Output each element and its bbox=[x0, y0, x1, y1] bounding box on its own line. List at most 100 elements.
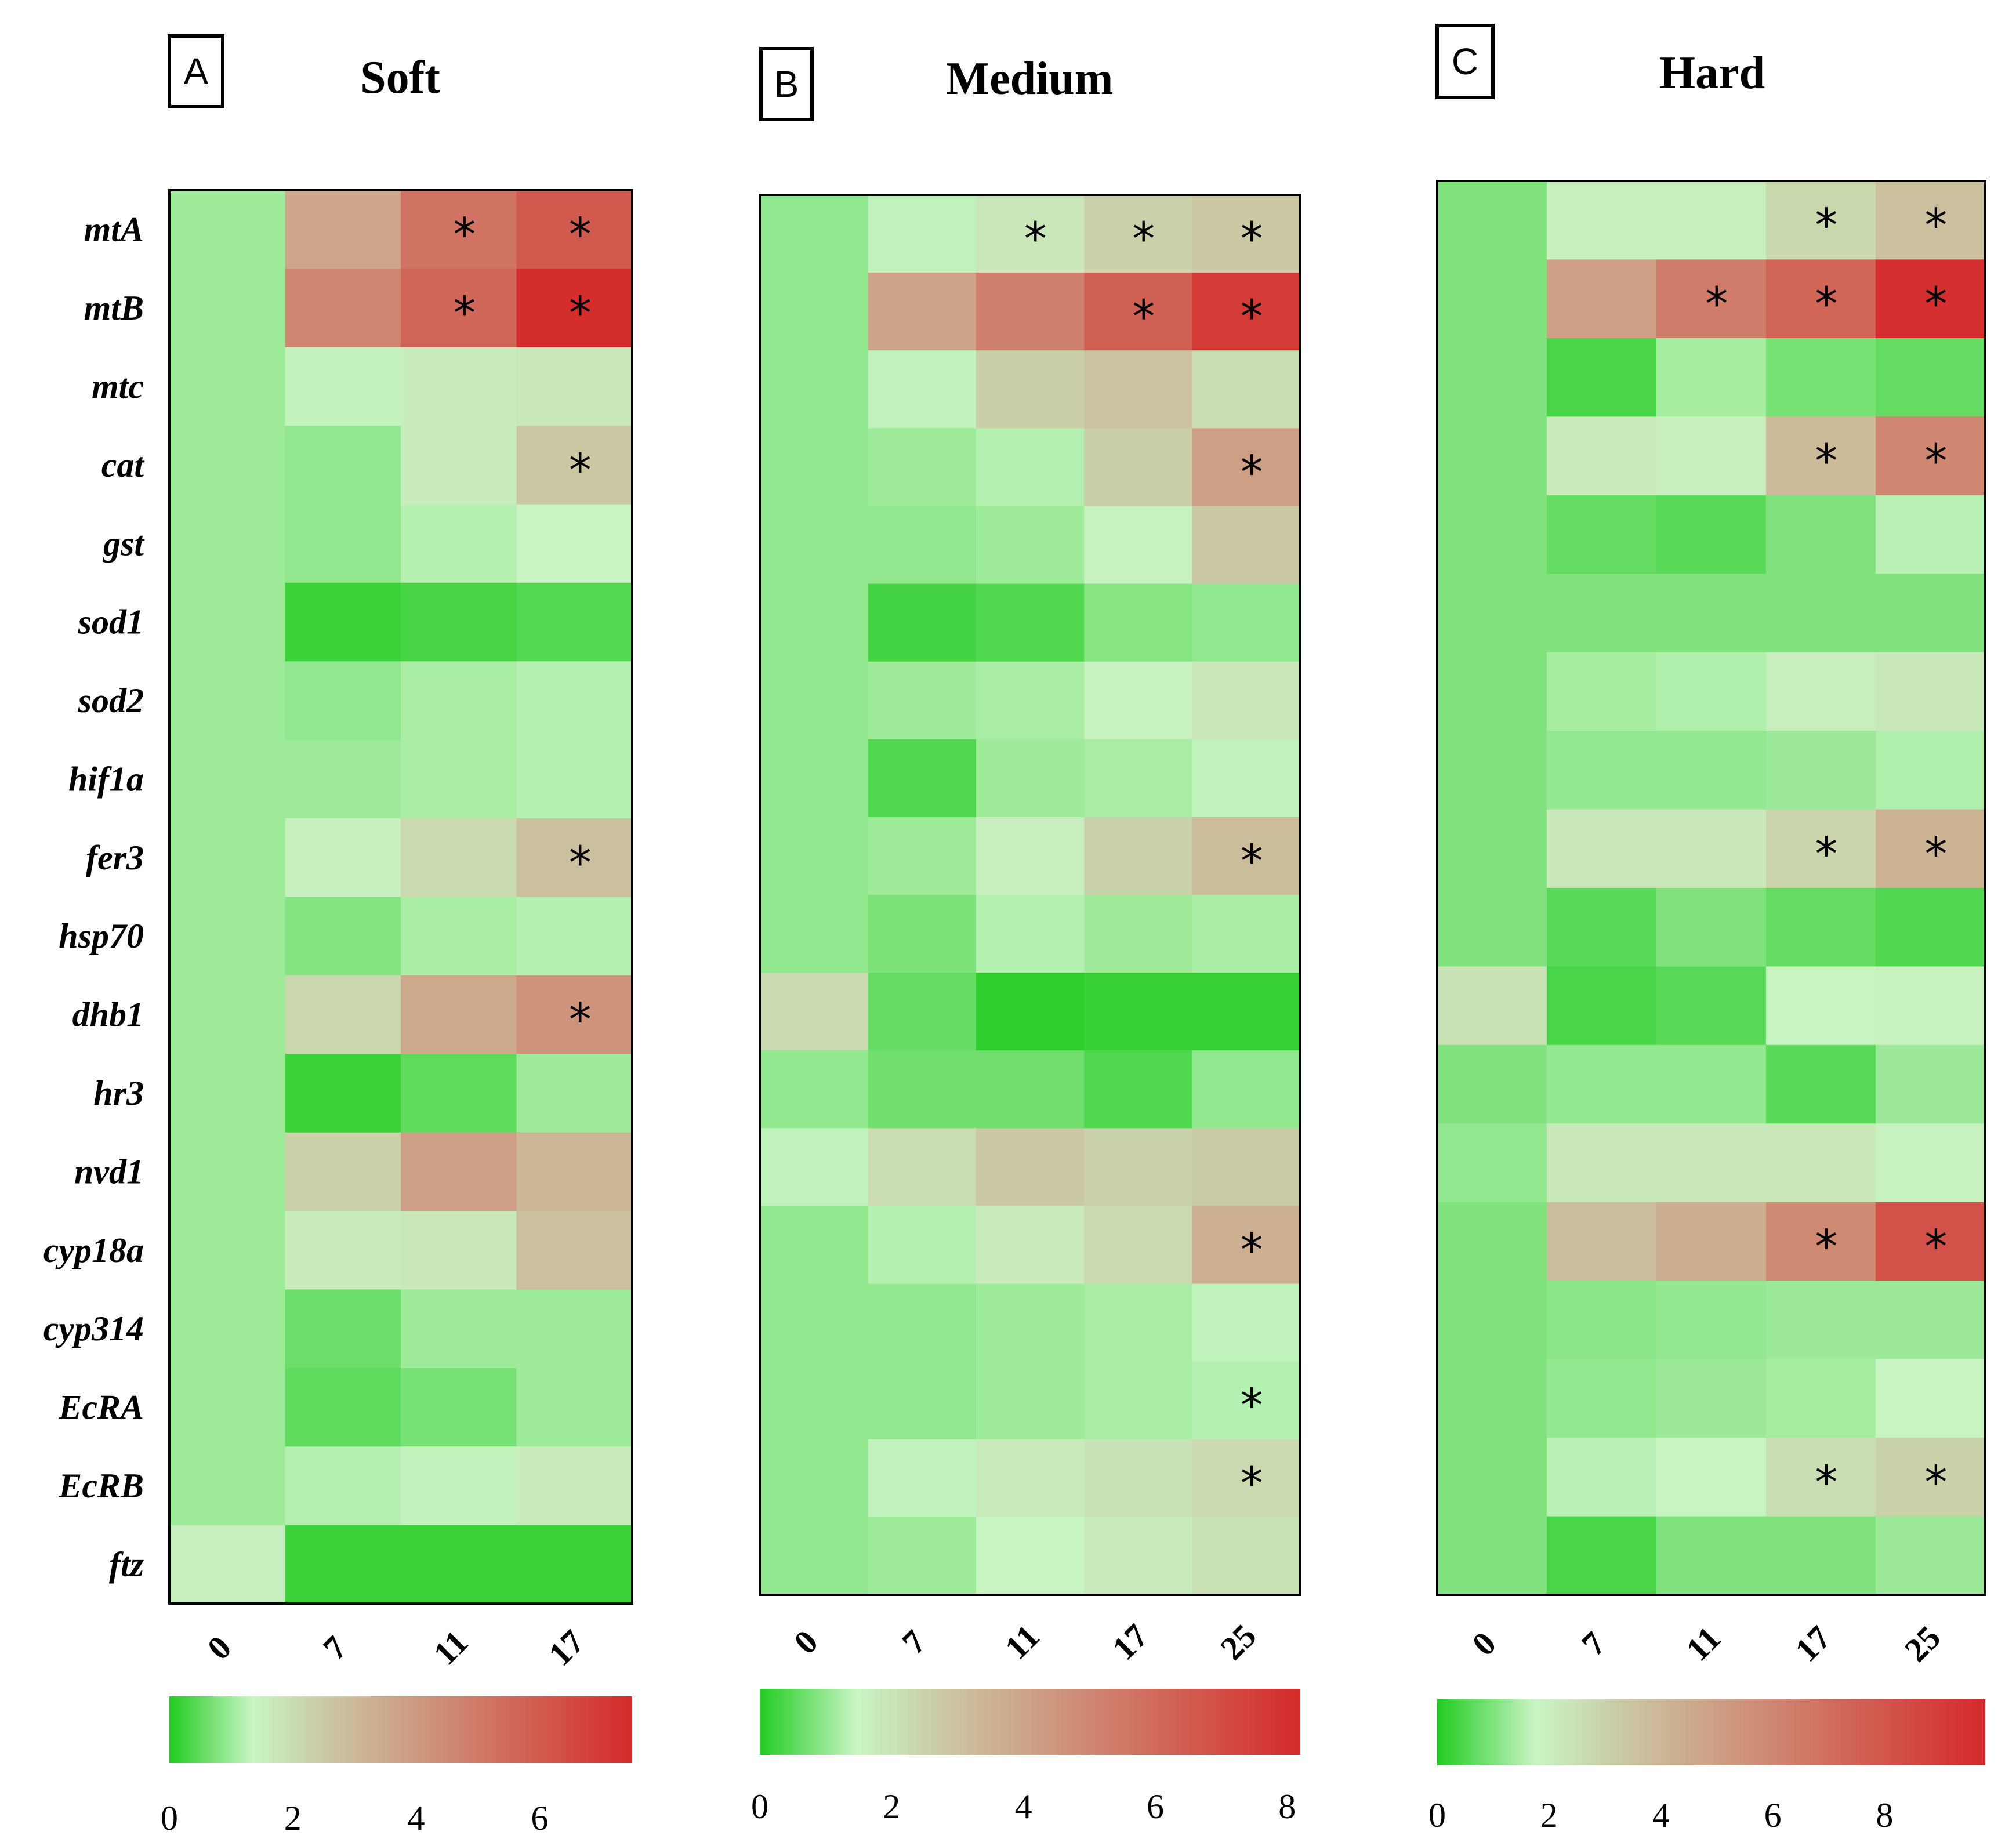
heatmap-cell bbox=[169, 897, 286, 976]
x-tick-label: 0 bbox=[1464, 1624, 1503, 1663]
heatmap-cell bbox=[1547, 1202, 1657, 1281]
heatmap-cell bbox=[1192, 1128, 1301, 1206]
heatmap-cell bbox=[1656, 1044, 1767, 1124]
heatmap-cell bbox=[1766, 809, 1876, 888]
heatmap-cell bbox=[1084, 1439, 1193, 1518]
heatmap-cell bbox=[1656, 495, 1767, 574]
heatmap-cell bbox=[760, 583, 868, 662]
heatmap-cell bbox=[169, 1211, 286, 1290]
heatmap-cell bbox=[401, 347, 517, 426]
heatmap-cell bbox=[1084, 817, 1193, 895]
significance-star: * bbox=[1241, 291, 1263, 343]
x-tick-label: 0 bbox=[786, 1623, 825, 1661]
heatmap-cell bbox=[169, 504, 286, 583]
heatmap-cell bbox=[401, 1446, 517, 1526]
heatmap-cell bbox=[1656, 181, 1767, 260]
heatmap-cell bbox=[401, 897, 517, 976]
heatmap-panel-hard: C Hard * * * * * * * * * * * * * 0 7 11 17 25 0 2 4 6 8 bbox=[1428, 24, 1986, 1834]
heatmap-cell bbox=[401, 1368, 517, 1447]
heatmap-cell bbox=[1084, 895, 1193, 973]
heatmap-cell bbox=[1766, 1438, 1876, 1517]
heatmap-cell bbox=[1876, 1516, 1986, 1595]
heatmap-cell bbox=[169, 1289, 286, 1369]
heatmap-cell bbox=[516, 190, 633, 269]
heatmap-cell bbox=[401, 190, 517, 269]
significance-star: * bbox=[1924, 200, 1947, 252]
heatmap-cell bbox=[1437, 181, 1547, 260]
gene-label-gst: gst bbox=[102, 524, 145, 563]
heatmap-cell bbox=[1084, 661, 1193, 740]
heatmap-cell bbox=[1437, 652, 1547, 731]
colorbar-tick-label: 4 bbox=[1652, 1796, 1670, 1834]
heatmap-cell bbox=[976, 1283, 1085, 1362]
heatmap-cell bbox=[1192, 1517, 1301, 1595]
heatmap-cell bbox=[1084, 428, 1193, 506]
significance-star: * bbox=[1024, 213, 1047, 266]
heatmap-cell bbox=[1084, 1517, 1193, 1595]
heatmap-cell bbox=[1192, 583, 1301, 662]
significance-star: * bbox=[1815, 278, 1837, 331]
heatmap-cell bbox=[1876, 1359, 1986, 1438]
heatmap-cell bbox=[976, 350, 1085, 429]
heatmap-cell bbox=[1084, 350, 1193, 429]
heatmap-cell bbox=[401, 269, 517, 348]
heatmap-cell bbox=[516, 975, 633, 1054]
heatmap-cell bbox=[285, 347, 401, 426]
heatmap-cell bbox=[1656, 1281, 1767, 1360]
heatmap-cell bbox=[1084, 973, 1193, 1051]
heatmap-cell bbox=[760, 1206, 868, 1285]
heatmap-cell bbox=[976, 1439, 1085, 1518]
heatmap-cell bbox=[1437, 338, 1547, 417]
heatmap-cell bbox=[760, 1050, 868, 1129]
significance-star: * bbox=[1815, 1457, 1837, 1509]
heatmap-cell bbox=[1876, 574, 1986, 653]
significance-star: * bbox=[1815, 1221, 1837, 1274]
heatmap-cell bbox=[516, 1446, 633, 1526]
heatmap-cell bbox=[1084, 1050, 1193, 1129]
heatmap-cell bbox=[1192, 1439, 1301, 1518]
heatmap-cell bbox=[1547, 966, 1657, 1046]
heatmap-cell bbox=[1547, 888, 1657, 967]
heatmap-cell bbox=[401, 1132, 517, 1212]
heatmap-cell bbox=[868, 1361, 977, 1440]
panel-letter-box bbox=[168, 34, 224, 108]
heatmap-cell bbox=[1876, 966, 1986, 1046]
heatmap-cell bbox=[1547, 809, 1657, 888]
heatmap-cell bbox=[1766, 1202, 1876, 1281]
heatmap-cell bbox=[760, 973, 868, 1051]
heatmap-cell bbox=[1876, 1281, 1986, 1360]
heatmap-cell bbox=[169, 582, 286, 662]
heatmap-cell bbox=[1437, 1044, 1547, 1124]
heatmap-cell bbox=[1766, 495, 1876, 574]
heatmap-cell bbox=[1192, 1283, 1301, 1362]
heatmap-cell bbox=[516, 582, 633, 662]
x-tick-label: 25 bbox=[1213, 1617, 1264, 1667]
heatmap-cell bbox=[1547, 338, 1657, 417]
x-tick-label: 17 bbox=[1105, 1617, 1155, 1667]
heatmap-cell bbox=[1656, 416, 1767, 496]
heatmap-cell bbox=[1766, 1516, 1876, 1595]
heatmap-frame bbox=[1436, 180, 1986, 1596]
heatmap-cell bbox=[401, 426, 517, 505]
heatmap-cell bbox=[1766, 338, 1876, 417]
heatmap-cell bbox=[1656, 652, 1767, 731]
heatmap-cell bbox=[1192, 1206, 1301, 1285]
heatmap-cell bbox=[1192, 195, 1301, 273]
heatmap-cell bbox=[1192, 1361, 1301, 1440]
gene-label-sod1: sod1 bbox=[78, 603, 144, 641]
heatmap-cell bbox=[169, 426, 286, 505]
heatmap-panel-soft: A Soft * * * * * * * 0 7 11 17 0 2 4 6 bbox=[161, 34, 633, 1837]
heatmap-cell bbox=[1876, 1123, 1986, 1203]
heatmap-cell bbox=[401, 504, 517, 583]
heatmap-cell bbox=[1876, 1438, 1986, 1517]
heatmap-cell bbox=[760, 1439, 868, 1518]
significance-star: * bbox=[1241, 1458, 1263, 1510]
significance-star: * bbox=[569, 209, 592, 262]
heatmap-cell bbox=[1547, 1044, 1657, 1124]
heatmap-cell bbox=[1766, 259, 1876, 339]
heatmap-cell bbox=[976, 195, 1085, 273]
heatmap-cell bbox=[1766, 966, 1876, 1046]
heatmap-cell bbox=[868, 1128, 977, 1206]
heatmap-cell bbox=[1547, 416, 1657, 496]
heatmap-cell bbox=[1876, 338, 1986, 417]
